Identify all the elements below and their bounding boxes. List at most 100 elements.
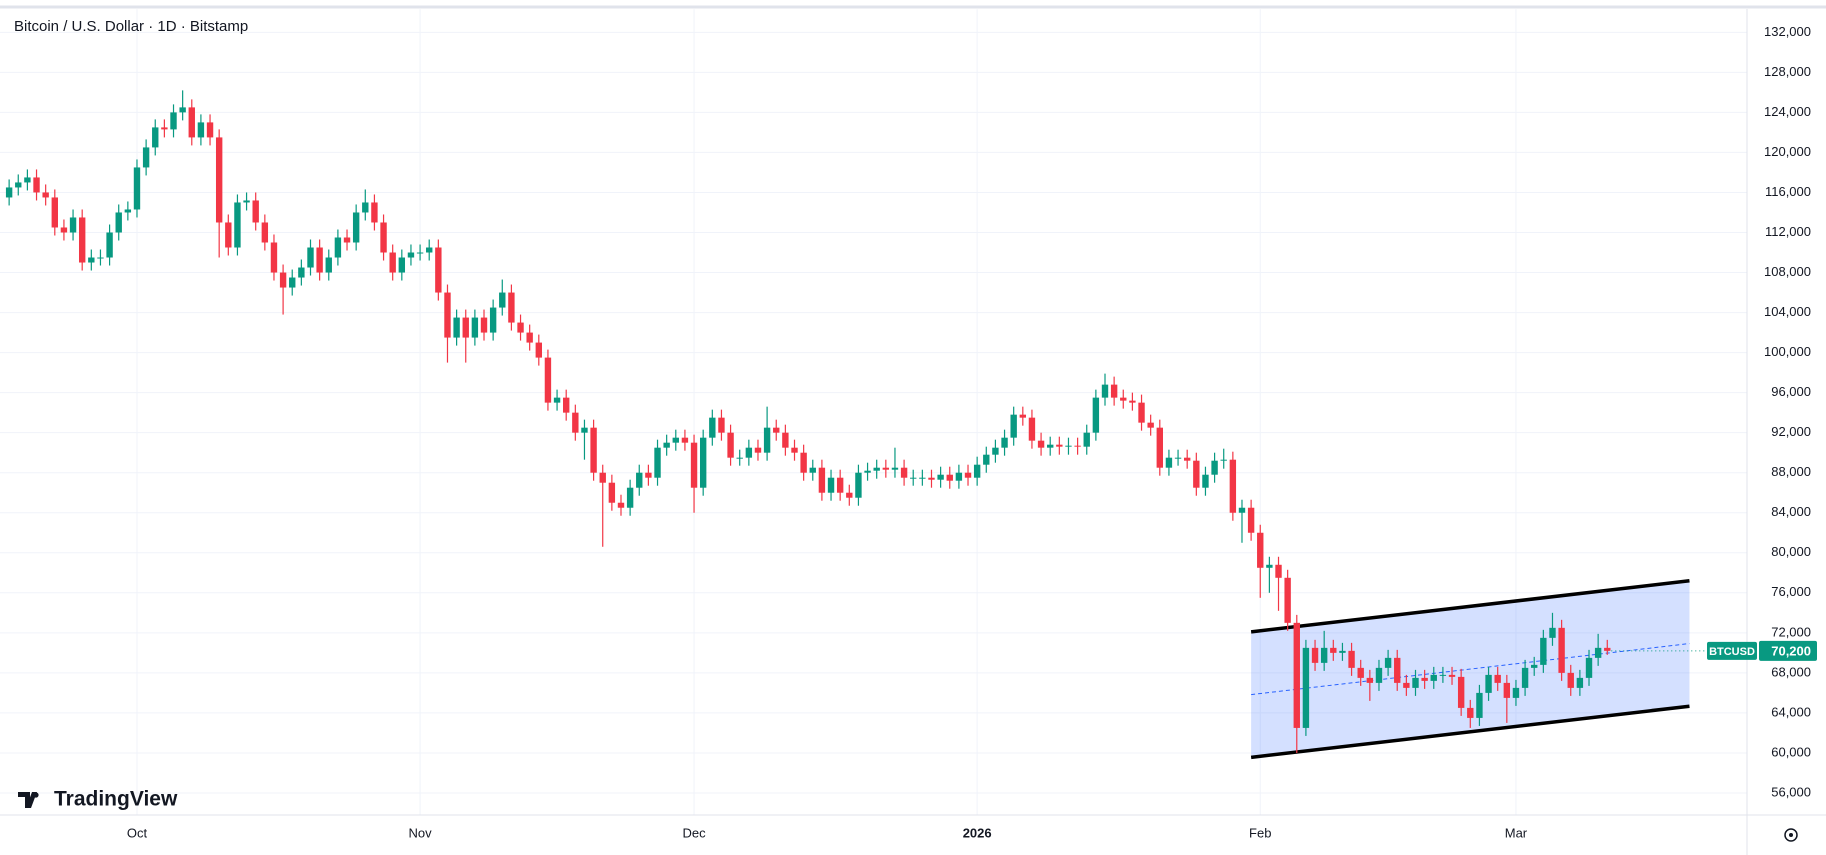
logo-icon bbox=[18, 792, 37, 808]
candle-body bbox=[1512, 687, 1520, 698]
candle-body bbox=[992, 447, 999, 455]
candle-body bbox=[142, 147, 150, 168]
candle-body bbox=[1238, 507, 1246, 513]
candle-body bbox=[1056, 444, 1063, 447]
candle-body bbox=[517, 322, 524, 333]
candle-body bbox=[462, 317, 469, 338]
candle-body bbox=[1521, 667, 1529, 688]
candle-body bbox=[15, 182, 22, 188]
candle-body bbox=[1503, 682, 1511, 698]
candle-body bbox=[709, 417, 716, 438]
candle-body bbox=[1074, 445, 1081, 447]
x-tick-label: Feb bbox=[1249, 825, 1271, 840]
candle-body bbox=[42, 192, 49, 198]
price-label: 70,200 bbox=[1771, 643, 1811, 658]
candle-body bbox=[1247, 507, 1255, 533]
candle-body bbox=[882, 467, 890, 470]
candle-body bbox=[1284, 577, 1291, 623]
candle-body bbox=[864, 470, 871, 473]
candle-body bbox=[590, 427, 597, 473]
candle-body bbox=[1257, 532, 1264, 568]
candle-body bbox=[1375, 667, 1383, 683]
logo-dot bbox=[33, 792, 39, 798]
candle-body bbox=[1421, 677, 1428, 681]
candle-body bbox=[1457, 676, 1465, 708]
candle-body bbox=[352, 212, 360, 243]
settings-icon[interactable] bbox=[1784, 828, 1798, 842]
candle-body bbox=[836, 477, 844, 493]
candle-body bbox=[782, 432, 789, 448]
candle-body bbox=[983, 454, 990, 465]
candle-body bbox=[133, 167, 141, 210]
candle-body bbox=[572, 412, 579, 433]
candle-body bbox=[544, 357, 552, 403]
candle-body bbox=[1202, 474, 1209, 488]
candle-body bbox=[60, 227, 68, 233]
candle-body bbox=[1485, 674, 1492, 693]
candle-body bbox=[1604, 647, 1611, 651]
candle-body bbox=[626, 487, 634, 508]
candle-body bbox=[179, 107, 186, 113]
x-tick-label: Oct bbox=[127, 825, 148, 840]
candle-body bbox=[1028, 417, 1036, 441]
candle-body bbox=[1366, 677, 1374, 683]
candle-body bbox=[371, 202, 378, 223]
candle-body bbox=[1147, 422, 1154, 428]
y-tick-label: 84,000 bbox=[1771, 504, 1811, 519]
candle-body bbox=[471, 317, 479, 338]
gear-center[interactable] bbox=[1789, 833, 1793, 837]
candle-body bbox=[581, 427, 588, 433]
candle-body bbox=[535, 342, 542, 358]
candle-body bbox=[1165, 457, 1173, 468]
candle-body bbox=[1220, 459, 1227, 461]
candle-body bbox=[1549, 627, 1556, 638]
candle-body bbox=[827, 477, 835, 493]
channel-upper bbox=[1250, 579, 1690, 634]
y-tick-label: 96,000 bbox=[1771, 384, 1811, 399]
candle-body bbox=[1576, 677, 1584, 688]
candle-body bbox=[1110, 384, 1118, 398]
candle-body bbox=[1293, 622, 1300, 728]
candle-body bbox=[106, 232, 113, 258]
candle-body bbox=[846, 492, 853, 498]
candle-body bbox=[654, 447, 661, 478]
y-tick-label: 100,000 bbox=[1764, 344, 1811, 359]
drawings bbox=[1250, 579, 1747, 760]
candle-body bbox=[480, 317, 488, 333]
gear-outline[interactable] bbox=[1784, 828, 1798, 842]
candle-body bbox=[1339, 650, 1346, 653]
y-tick-label: 108,000 bbox=[1764, 264, 1811, 279]
y-tick-label: 92,000 bbox=[1771, 424, 1811, 439]
candle-body bbox=[553, 397, 561, 403]
y-tick-label: 76,000 bbox=[1771, 584, 1811, 599]
candle-body bbox=[398, 257, 406, 273]
candle-body bbox=[1193, 460, 1200, 488]
candle-body bbox=[928, 477, 935, 480]
candle-body bbox=[499, 292, 506, 308]
candle-body bbox=[599, 472, 606, 483]
candle-body bbox=[307, 247, 314, 268]
candle-body bbox=[188, 107, 195, 138]
candle-body bbox=[1403, 682, 1410, 688]
candle-body bbox=[261, 222, 269, 243]
candle-body bbox=[1448, 674, 1456, 677]
candle-body bbox=[170, 112, 177, 130]
candle-body bbox=[243, 200, 250, 203]
candle-body bbox=[416, 252, 424, 254]
candle-body bbox=[1384, 657, 1392, 668]
candle-body bbox=[1302, 647, 1310, 728]
candle-body bbox=[1083, 432, 1090, 447]
y-tick-label: 120,000 bbox=[1764, 144, 1811, 159]
candle-body bbox=[1585, 657, 1593, 678]
candle-body bbox=[1311, 647, 1319, 663]
candle-body bbox=[1120, 397, 1127, 401]
candle-body bbox=[973, 464, 981, 478]
candle-body bbox=[124, 209, 132, 213]
symbol-label: BTCUSD bbox=[1709, 646, 1755, 658]
candle-body bbox=[718, 417, 725, 433]
candle-body bbox=[526, 332, 533, 343]
y-tick-label: 128,000 bbox=[1764, 64, 1811, 79]
candle-body bbox=[1494, 674, 1501, 683]
candle-body bbox=[636, 472, 643, 488]
y-tick-label: 72,000 bbox=[1771, 624, 1811, 639]
